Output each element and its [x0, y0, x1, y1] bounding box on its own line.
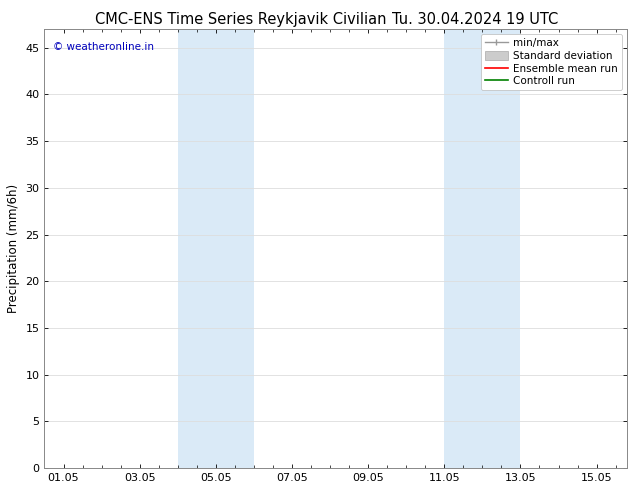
Text: CMC-ENS Time Series Reykjavik Civilian: CMC-ENS Time Series Reykjavik Civilian: [95, 12, 387, 27]
Text: Tu. 30.04.2024 19 UTC: Tu. 30.04.2024 19 UTC: [392, 12, 559, 27]
Bar: [444, 29, 521, 468]
Text: © weatheronline.in: © weatheronline.in: [53, 42, 154, 52]
Bar: [178, 29, 254, 468]
Legend: min/max, Standard deviation, Ensemble mean run, Controll run: min/max, Standard deviation, Ensemble me…: [481, 34, 622, 90]
Y-axis label: Precipitation (mm/6h): Precipitation (mm/6h): [7, 184, 20, 313]
